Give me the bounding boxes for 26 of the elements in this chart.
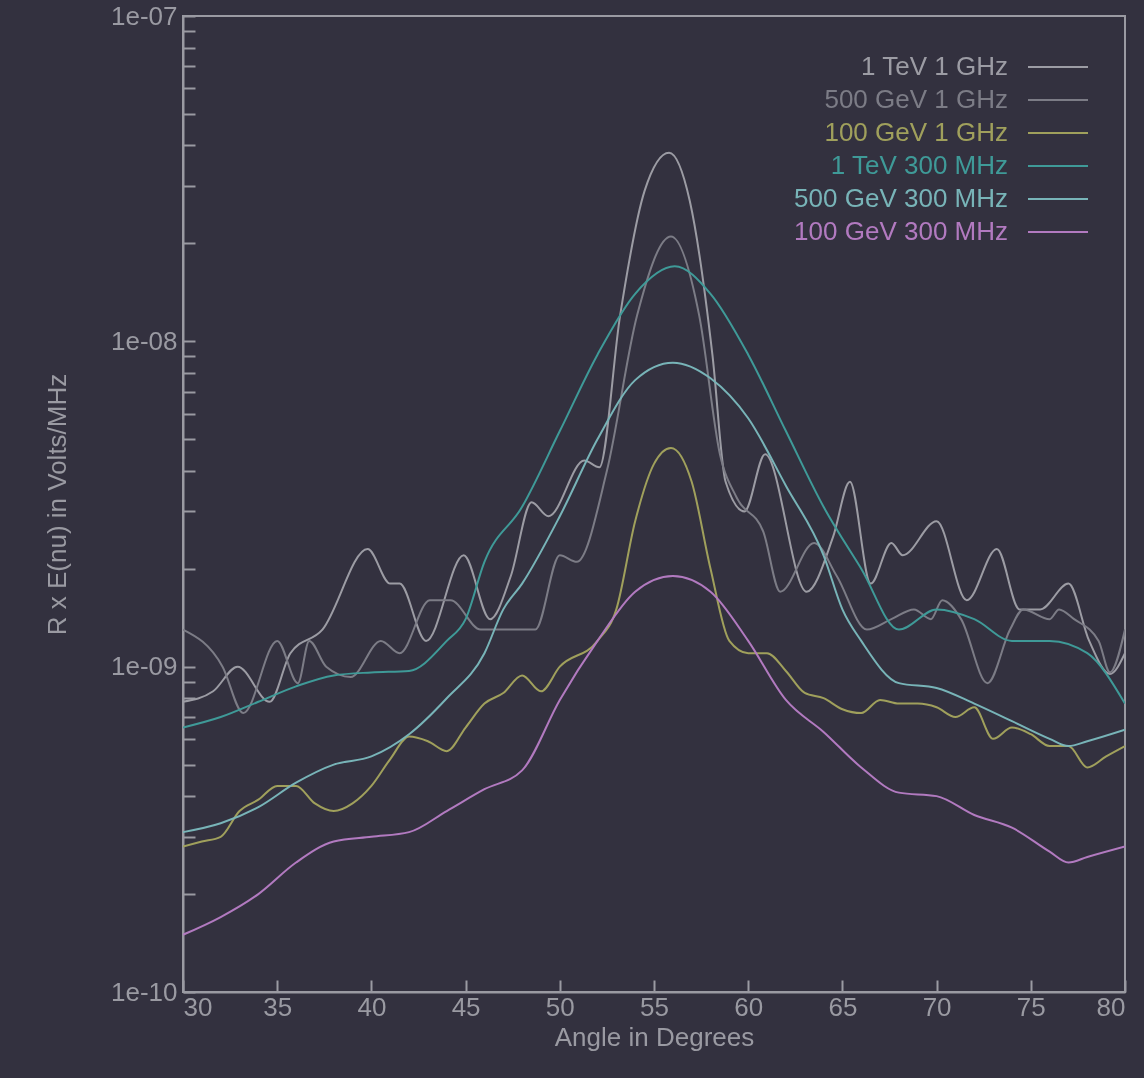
- x-tick-label: 70: [922, 991, 952, 1022]
- x-tick-label: 35: [263, 991, 293, 1022]
- x-tick-label: 45: [451, 991, 481, 1022]
- legend-label: 1 TeV 300 MHz: [830, 150, 1008, 180]
- legend-label: 100 GeV 300 MHz: [794, 216, 1008, 246]
- line-series: [183, 447, 1125, 848]
- x-tick-label: 75: [1016, 991, 1046, 1022]
- x-tick-label: 65: [828, 991, 858, 1022]
- x-tick-label: 60: [734, 991, 764, 1022]
- line-series: [183, 361, 1125, 834]
- x-tick-label: 30: [183, 991, 213, 1022]
- legend-label: 500 GeV 300 MHz: [794, 183, 1008, 213]
- x-tick-label: 50: [545, 991, 575, 1022]
- y-tick-label: 1e-10: [111, 976, 178, 1007]
- legend-label: 1 TeV 1 GHz: [861, 51, 1008, 81]
- y-tick-label: 1e-07: [111, 0, 178, 31]
- legend-label: 500 GeV 1 GHz: [824, 84, 1008, 114]
- x-axis-title: Angle in Degrees: [554, 1021, 755, 1052]
- line-series: [183, 574, 1125, 936]
- y-tick-label: 1e-09: [111, 651, 178, 682]
- y-tick-label: 1e-08: [111, 325, 178, 356]
- y-axis-title: R x E(nu) in Volts/MHz: [42, 373, 72, 636]
- legend-label: 100 GeV 1 GHz: [824, 117, 1008, 147]
- x-tick-label: 80: [1096, 991, 1126, 1022]
- x-tick-label: 40: [357, 991, 387, 1022]
- x-tick-label: 55: [640, 991, 669, 1022]
